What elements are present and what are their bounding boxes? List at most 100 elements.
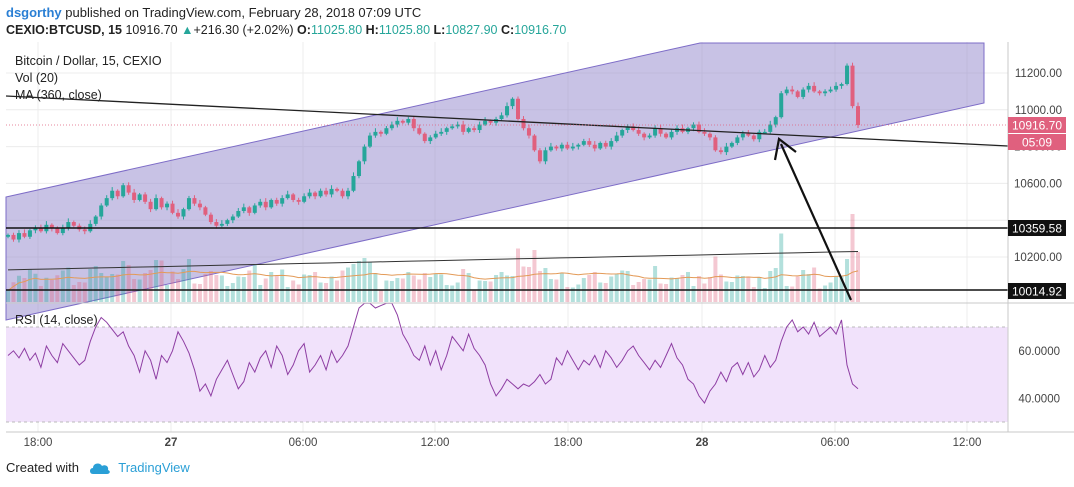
candle-body — [115, 190, 120, 197]
candle-body — [614, 135, 619, 142]
volume-bar — [691, 286, 696, 302]
candle-body — [356, 161, 361, 177]
high-value: 11025.80 — [378, 23, 431, 37]
volume-legend: Vol (20) — [15, 71, 58, 85]
arrow-annotation — [779, 143, 853, 301]
candle-body — [395, 120, 400, 125]
candle-body — [839, 84, 844, 86]
author-link[interactable]: dsgorthy — [6, 5, 62, 20]
candle-body — [99, 205, 104, 217]
volume-bar — [351, 264, 356, 302]
chart-canvas[interactable]: Bitcoin / Dollar, 15, CEXIO Vol (20) MA … — [0, 0, 1074, 455]
volume-bar — [713, 256, 718, 302]
time-tick-label: 12:00 — [953, 437, 982, 449]
volume-bar — [356, 261, 361, 302]
volume-ma-line — [7, 270, 859, 291]
candle-body — [713, 137, 718, 151]
volume-bar — [559, 273, 564, 302]
volume-bar — [664, 284, 669, 302]
candle-body — [521, 119, 526, 129]
candle-body — [214, 222, 219, 226]
volume-bar — [620, 270, 625, 302]
volume-bar — [197, 284, 202, 302]
volume-bar — [850, 214, 855, 302]
candle-body — [592, 144, 597, 149]
rsi-legend: RSI (14, close) — [15, 313, 98, 327]
candle-body — [516, 98, 520, 119]
publish-line: dsgorthy published on TradingView.com, F… — [6, 5, 421, 20]
candle-body — [477, 124, 482, 131]
volume-bar — [477, 280, 482, 302]
volume-bar — [543, 268, 548, 302]
volume-bar — [510, 276, 515, 302]
volume-bar — [817, 288, 822, 302]
volume-bar — [82, 282, 87, 302]
volume-bar — [686, 272, 690, 302]
volume-bar — [532, 250, 537, 302]
volume-bar — [318, 282, 323, 302]
volume-bar — [154, 260, 159, 302]
candle-body — [581, 141, 586, 145]
low-label: L: — [433, 23, 446, 37]
volume-bar — [856, 251, 860, 302]
volume-bar — [801, 270, 806, 302]
volume-bar — [680, 275, 685, 302]
candle-body — [373, 131, 378, 136]
volume-bar — [773, 268, 778, 302]
volume-bar — [99, 273, 104, 302]
candle-body — [55, 228, 60, 234]
arrow-head-icon — [773, 137, 797, 161]
ma-legend: MA (360, close) — [15, 88, 102, 102]
candle-body — [329, 188, 334, 195]
volume-bar — [625, 271, 630, 302]
candle-body — [154, 198, 159, 210]
candle-body — [801, 89, 806, 97]
candle-body — [784, 89, 789, 94]
candle-body — [856, 106, 860, 126]
price-change: +216.30 (+2.02%) — [193, 23, 294, 37]
candle-body — [565, 144, 570, 149]
candle-body — [757, 131, 762, 140]
volume-bar — [636, 282, 641, 302]
candle-body — [806, 85, 811, 90]
candle-body — [307, 192, 312, 197]
price-tick-label: 11000.00 — [1015, 105, 1062, 117]
candle-body — [104, 198, 109, 206]
volume-bar — [603, 283, 608, 302]
rsi-tick-label: 60.0000 — [1018, 346, 1060, 358]
volume-bar — [565, 287, 570, 302]
tradingview-link[interactable]: TradingView — [118, 460, 190, 475]
candle-body — [773, 117, 778, 125]
candle-body — [225, 220, 230, 224]
volume-bar — [729, 282, 734, 302]
publish-info: published on TradingView.com, February 2… — [65, 5, 422, 20]
volume-bar — [373, 273, 378, 302]
time-axis: 18:00 27 06:00 12:00 18:00 28 06:00 12:00 — [24, 437, 982, 449]
volume-bar — [384, 280, 389, 302]
candle-body — [121, 185, 126, 197]
candle-body — [192, 198, 197, 204]
candle-body — [82, 229, 87, 232]
volume-bar — [296, 284, 301, 302]
candle-body — [823, 91, 828, 94]
candle-body — [609, 141, 614, 147]
candle-body — [27, 230, 32, 237]
candle-body — [570, 146, 575, 149]
volume-bar — [307, 275, 312, 302]
volume-bar — [367, 262, 372, 302]
volume-bar — [724, 281, 729, 302]
candle-body — [439, 131, 444, 134]
volume-bar — [587, 275, 592, 302]
volume-bar — [845, 259, 850, 302]
candle-body — [318, 190, 323, 197]
rsi-band — [6, 327, 1008, 422]
volume-bar — [88, 269, 93, 302]
volume-bar — [38, 286, 43, 302]
volume-bar — [526, 267, 531, 302]
candle-body — [598, 142, 603, 149]
volume-bar — [494, 275, 499, 302]
volume-bar — [378, 290, 383, 302]
candle-body — [620, 130, 625, 136]
candle-body — [505, 106, 510, 116]
